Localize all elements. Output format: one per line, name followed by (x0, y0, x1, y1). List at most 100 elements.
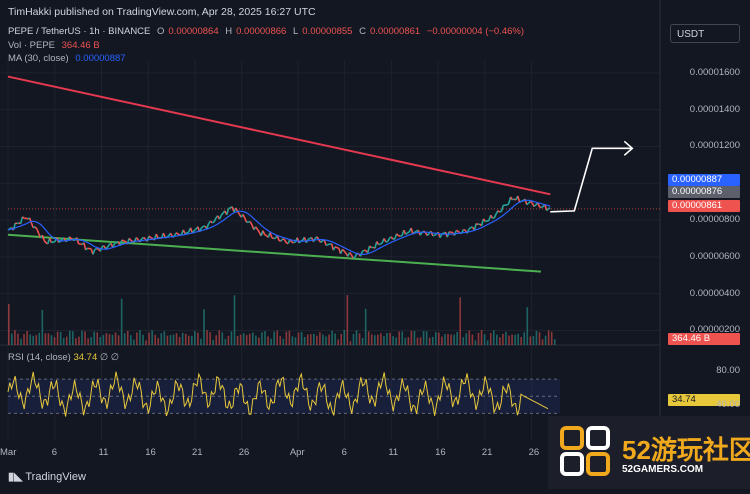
volume-bar (447, 334, 449, 345)
volume-bar (127, 331, 129, 345)
volume-value: 364.46 B (62, 40, 100, 51)
time-axis-label: 6 (342, 447, 347, 458)
price-candle (335, 247, 337, 248)
rsi-label[interactable]: RSI (14, close) (8, 352, 71, 363)
volume-bar (267, 336, 269, 345)
tradingview-logo[interactable]: ▮◣ TradingView (8, 470, 86, 483)
volume-bar (48, 333, 50, 345)
brand-name: TradingView (25, 471, 86, 483)
volume-bar (481, 330, 483, 345)
volume-bar (533, 336, 535, 345)
volume-bar (316, 336, 318, 345)
time-axis-label: 16 (435, 447, 446, 458)
volume-bar (78, 337, 80, 345)
volume-bar (103, 335, 105, 345)
volume-bar (255, 336, 257, 345)
volume-bar (359, 333, 361, 345)
symbol-name[interactable]: PEPE / TetherUS · 1h · BINANCE (8, 26, 150, 37)
volume-bar (551, 332, 553, 345)
price-candle (308, 238, 310, 239)
volume-bar (231, 331, 233, 345)
volume-bar (191, 336, 193, 345)
watermark: 52游玩社区 52GAMERS.COM (548, 416, 750, 489)
volume-bar (426, 331, 428, 345)
volume-bar (264, 331, 266, 345)
volume-bar (502, 334, 504, 345)
time-axis-label: Mar (0, 447, 16, 458)
volume-bar (450, 335, 452, 345)
volume-bar (261, 332, 263, 345)
price-candle (476, 224, 478, 225)
volume-bar (365, 309, 367, 345)
volume-bar (289, 331, 291, 345)
watermark-big: 52游玩社区 (622, 430, 750, 467)
time-axis-label: 16 (145, 447, 156, 458)
high-label: H (225, 26, 232, 37)
rsi-value: 34.74 (73, 352, 97, 363)
volume-bar (54, 337, 56, 345)
volume-bar (368, 331, 370, 345)
volume-bar (81, 331, 83, 345)
volume-bar (389, 333, 391, 345)
volume-bar (505, 332, 507, 345)
volume-bar (139, 330, 141, 345)
volume-bar (42, 310, 44, 345)
volume-bar (517, 334, 519, 345)
volume-bar (121, 299, 123, 345)
volume-bar (234, 295, 236, 345)
price-candle (326, 245, 328, 246)
volume-bar (545, 336, 547, 345)
volume-bar (353, 334, 355, 345)
volume-bar (136, 333, 138, 345)
ma-label[interactable]: MA (30, close) (8, 53, 69, 64)
volume-bar (14, 330, 16, 345)
price-candle (541, 207, 543, 208)
volume-bar (362, 338, 364, 345)
volume-bar (182, 333, 184, 345)
volume-bar (20, 339, 22, 345)
volume-bar (435, 332, 437, 345)
volume-bar (337, 340, 339, 345)
volume-bar (212, 340, 214, 345)
volume-bar (444, 334, 446, 345)
ma-price-tag: 0.00000887 (668, 174, 740, 186)
volume-bar (520, 337, 522, 345)
volume-bar (237, 336, 239, 345)
price-axis-label: 0.00000800 (690, 214, 740, 225)
volume-bar (530, 336, 532, 345)
volume-bar (301, 332, 303, 345)
volume-bar (334, 334, 336, 345)
volume-bar (340, 334, 342, 345)
volume-tag: 364.46 B (668, 333, 740, 345)
volume-bar (438, 333, 440, 345)
volume-bar (148, 333, 150, 345)
rsi-header: RSI (14, close) 34.74 ∅ ∅ (8, 352, 119, 363)
volume-bar (222, 332, 224, 345)
volume-bar (26, 331, 28, 345)
volume-bar (283, 339, 285, 345)
price-candle (106, 247, 108, 248)
volume-bar (411, 331, 413, 345)
volume-bar (157, 338, 159, 345)
volume-bar (109, 334, 111, 345)
volume-bar (286, 332, 288, 345)
price-candle (435, 234, 437, 235)
mid-price-tag: 0.00000876 (668, 186, 740, 198)
volume-label[interactable]: Vol · PEPE (8, 40, 55, 51)
volume-bar (8, 304, 10, 345)
price-candle (151, 238, 153, 239)
tradingview-icon: ▮◣ (8, 471, 23, 483)
rsi-icons[interactable]: ∅ ∅ (100, 352, 119, 363)
volume-bar (130, 335, 132, 345)
time-axis-label: 21 (192, 447, 203, 458)
volume-bar (45, 333, 47, 345)
volume-bar (106, 333, 108, 345)
currency-button[interactable]: USDT (670, 24, 740, 43)
open-value: 0.00000864 (168, 26, 218, 37)
volume-bar (371, 334, 373, 345)
price-candle (507, 204, 509, 205)
volume-bar (429, 338, 431, 345)
volume-bar (35, 335, 37, 345)
volume-bar (493, 330, 495, 345)
volume-bar (154, 335, 156, 345)
